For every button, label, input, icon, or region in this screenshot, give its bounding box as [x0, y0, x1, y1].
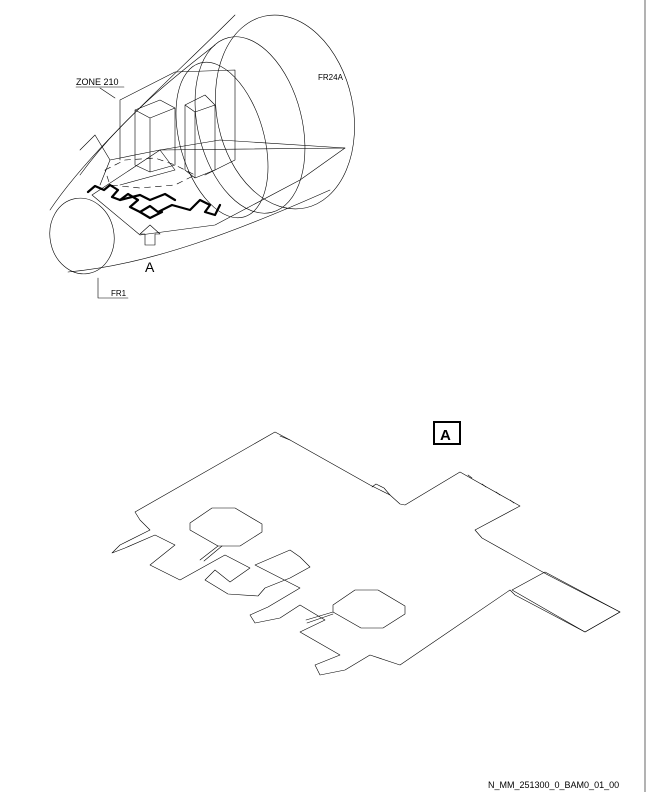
view-a-box-label: A	[440, 427, 451, 444]
view-a-box	[433, 421, 461, 445]
pad-tether-right	[305, 611, 334, 624]
panel-edge-detail-1	[279, 435, 291, 441]
floor-panel-outline	[111, 431, 621, 676]
floor-panels-highlight-2	[118, 192, 177, 220]
copilot-seat-block	[184, 94, 216, 179]
mounting-pad-left	[189, 507, 263, 547]
floor-tab-right	[511, 571, 621, 633]
zone-label: ZONE 210	[76, 77, 119, 87]
fuselage-frame-ring-mid2	[175, 61, 269, 219]
fuselage-frame-ring-aft	[215, 14, 355, 210]
zone-leader	[99, 87, 116, 99]
pad-tether-left	[199, 545, 223, 562]
view-direction-arrow	[139, 224, 161, 246]
fuselage-outline-bottom	[67, 189, 331, 273]
cockpit-floor-deck	[91, 147, 346, 236]
frame-fr24a-label: FR24A	[318, 73, 344, 82]
cockpit-section-view: A FR1 ZONE 210 FR24A	[49, 14, 355, 299]
floor-panels-highlight	[86, 183, 222, 217]
fuselage-crown-line	[79, 44, 216, 176]
view-a-floor-panel: A	[111, 421, 621, 676]
fuselage-outline-top	[49, 14, 236, 211]
frame-fr1-label: FR1	[111, 289, 127, 298]
fuselage-frame-ring-mid1	[194, 36, 306, 214]
mounting-pad-right	[332, 589, 406, 629]
windshield-frame-left	[79, 134, 111, 186]
view-arrow-label: A	[145, 259, 155, 275]
drawing-reference-code: N_MM_251300_0_BAM0_01_00	[488, 780, 619, 790]
floor-inner-line	[159, 139, 346, 151]
panel-edge-detail-2	[371, 483, 391, 496]
edge-tick-marks	[467, 474, 515, 504]
pilot-seat-block	[134, 99, 176, 173]
fr1-leader	[97, 277, 129, 299]
bulkhead-panel	[119, 69, 236, 176]
nose-ellipse	[49, 197, 115, 275]
